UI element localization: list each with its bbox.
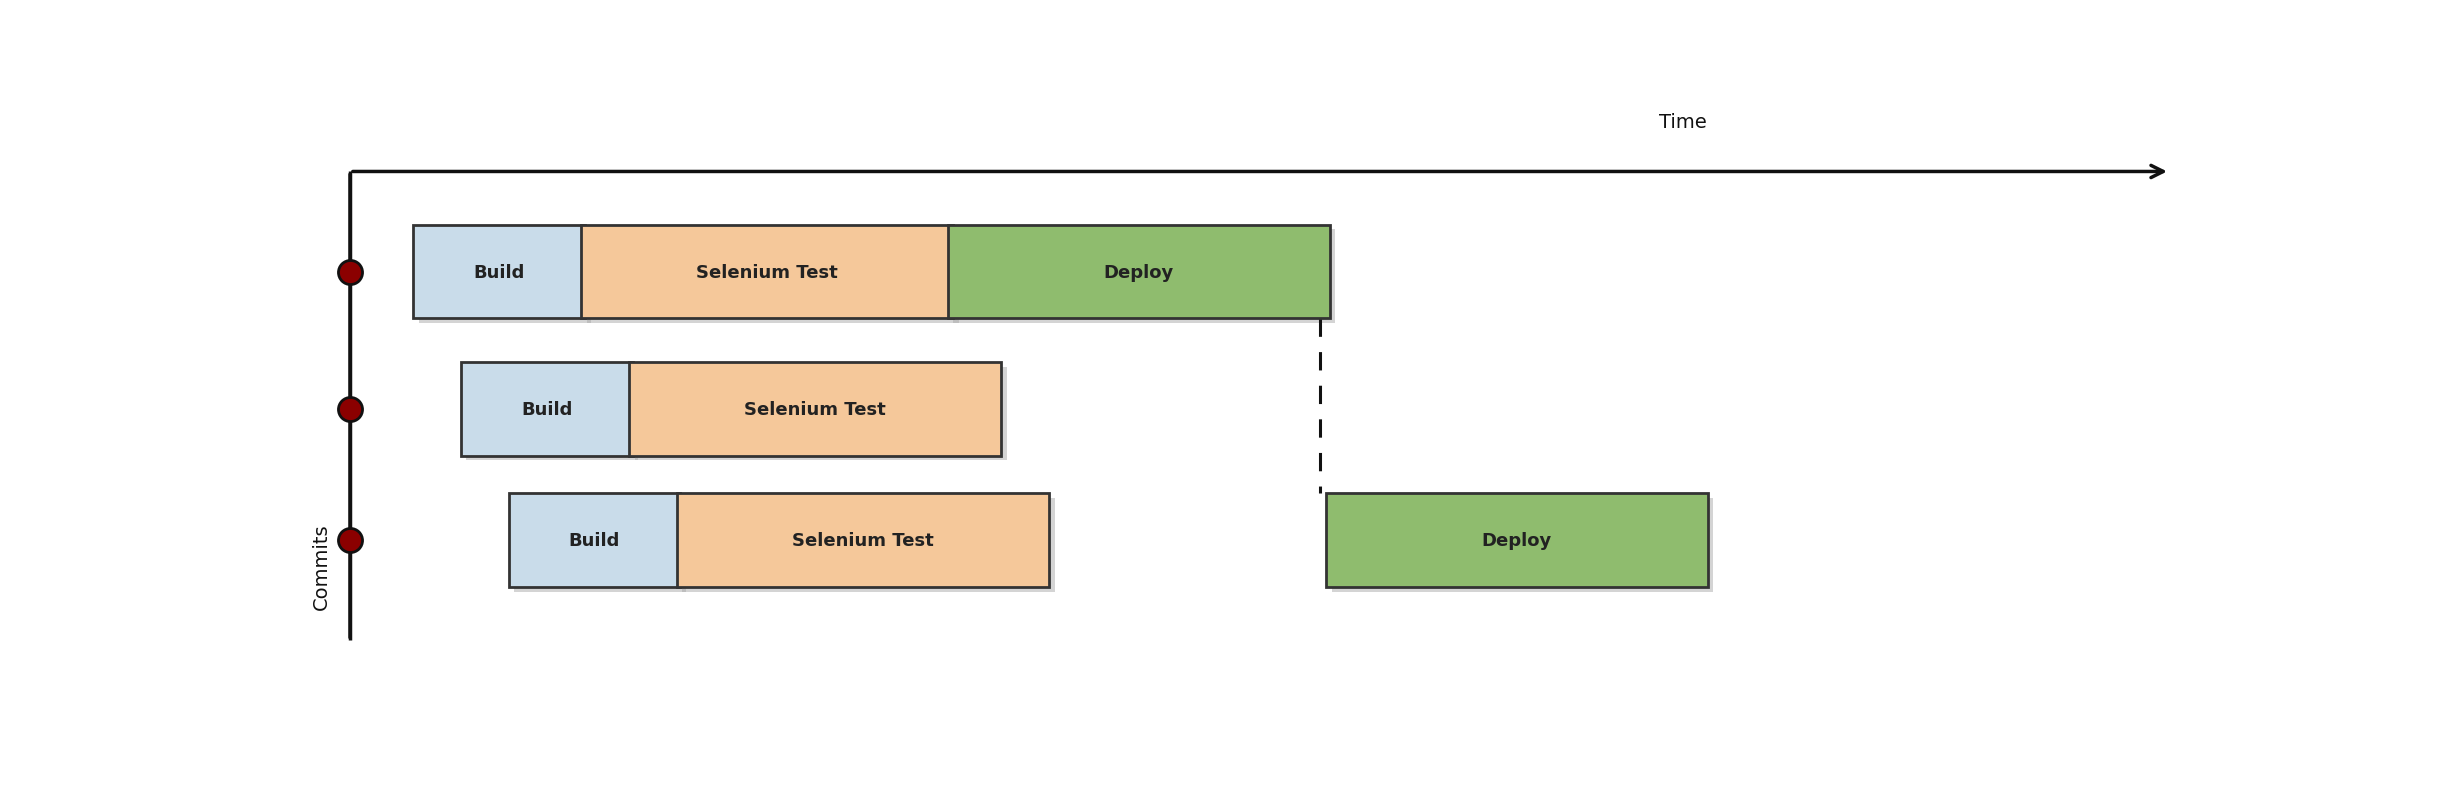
FancyBboxPatch shape — [515, 498, 685, 592]
FancyBboxPatch shape — [582, 225, 954, 319]
FancyBboxPatch shape — [461, 363, 633, 457]
FancyBboxPatch shape — [466, 367, 638, 461]
FancyBboxPatch shape — [628, 363, 1000, 457]
Text: Commits: Commits — [313, 522, 330, 609]
Point — [330, 266, 370, 279]
Text: Time: Time — [1658, 113, 1708, 131]
FancyBboxPatch shape — [1331, 498, 1712, 592]
Text: Build: Build — [520, 401, 572, 418]
FancyBboxPatch shape — [586, 230, 958, 324]
Text: Deploy: Deploy — [1104, 264, 1173, 281]
FancyBboxPatch shape — [949, 225, 1331, 319]
Text: Build: Build — [473, 264, 525, 281]
Text: Selenium Test: Selenium Test — [791, 532, 934, 550]
FancyBboxPatch shape — [636, 367, 1008, 461]
Text: Selenium Test: Selenium Test — [697, 264, 838, 281]
FancyBboxPatch shape — [419, 230, 591, 324]
Point — [330, 403, 370, 416]
FancyBboxPatch shape — [678, 494, 1050, 587]
FancyBboxPatch shape — [508, 494, 680, 587]
Text: Build: Build — [569, 532, 621, 550]
FancyBboxPatch shape — [954, 230, 1335, 324]
FancyBboxPatch shape — [1326, 494, 1708, 587]
FancyBboxPatch shape — [414, 225, 584, 319]
Text: Selenium Test: Selenium Test — [744, 401, 887, 418]
Text: Deploy: Deploy — [1481, 532, 1552, 550]
FancyBboxPatch shape — [683, 498, 1055, 592]
Point — [330, 534, 370, 547]
